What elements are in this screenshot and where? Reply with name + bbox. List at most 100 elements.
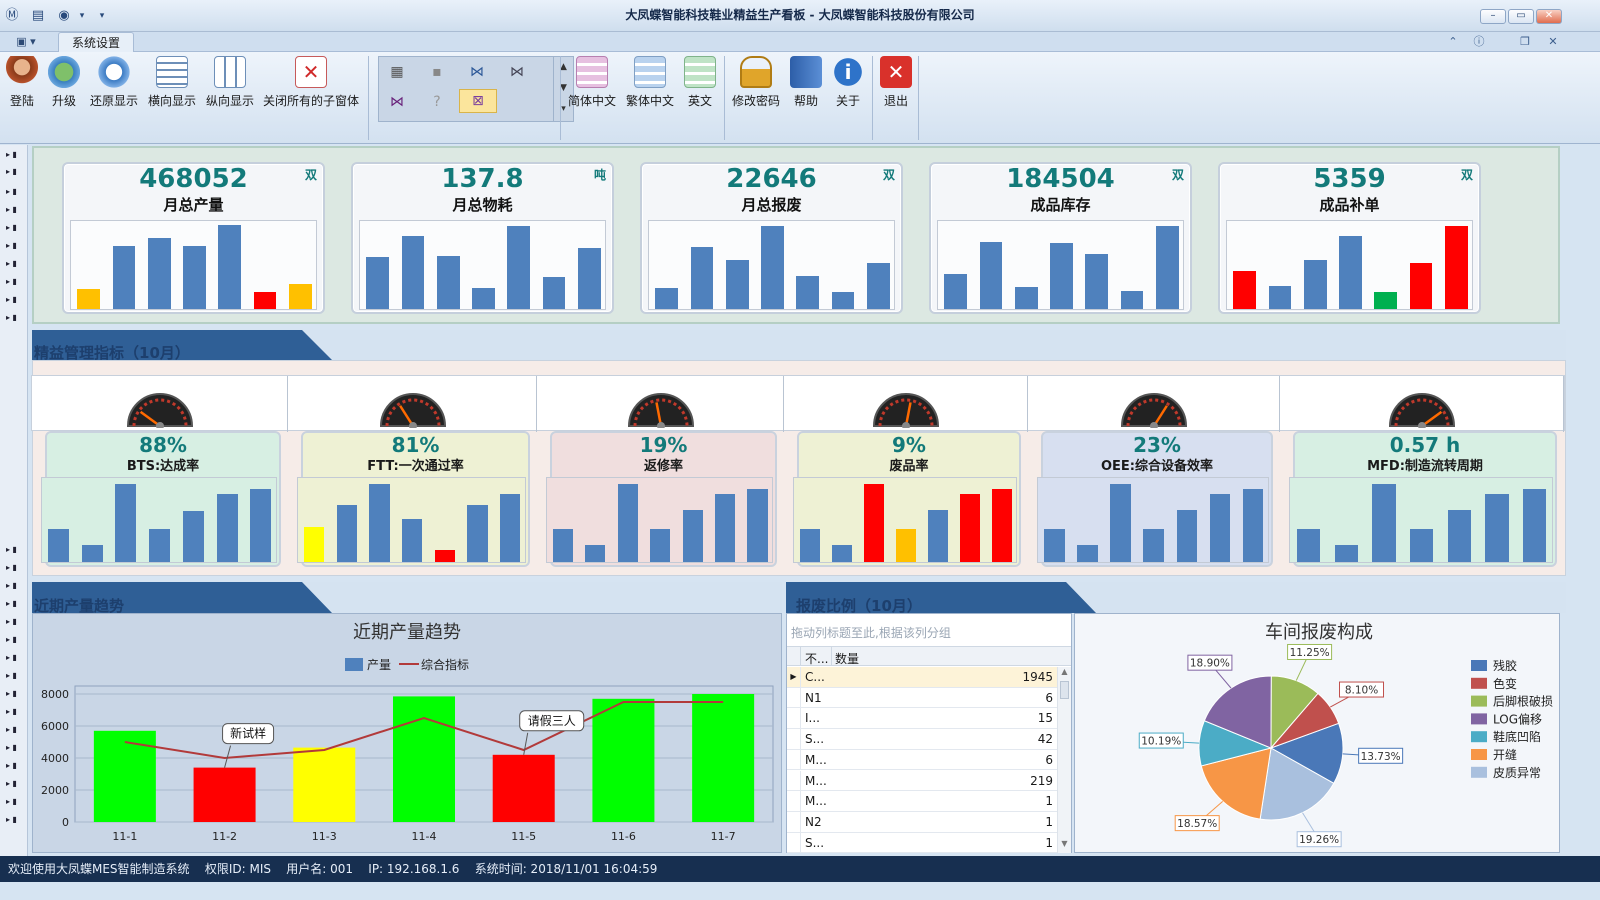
quick-save-icon[interactable]: ▤	[31, 8, 45, 23]
tree-expander-icon[interactable]: ▸ ▮	[6, 187, 17, 196]
kpi-bar	[1445, 225, 1468, 309]
grid-row[interactable]: M... 219	[787, 770, 1071, 792]
grid-row[interactable]: M... 1	[787, 791, 1071, 812]
lean-kpi-card[interactable]: 19% 返修率	[546, 431, 777, 567]
grid-row[interactable]: I... 15	[787, 708, 1071, 730]
tree-expander-icon[interactable]: ▸ ▮	[6, 743, 17, 752]
collapse-ribbon-icon[interactable]: ⌃	[1448, 35, 1458, 48]
login-button[interactable]: 登陆	[4, 56, 40, 122]
english-button[interactable]: 英文	[682, 56, 718, 122]
kpi-card[interactable]: 184504 成品库存 双	[929, 162, 1192, 314]
close-button[interactable]: ✕	[1536, 9, 1562, 24]
app-menu-icon[interactable]: ▣ ▾	[16, 35, 36, 48]
horizontal-view-button[interactable]: 横向显示	[146, 56, 198, 122]
simplified-chinese-button[interactable]: 简体中文	[566, 56, 618, 122]
maximize-button[interactable]: ▭	[1508, 9, 1534, 24]
skin-help-icon[interactable]: ?	[433, 94, 441, 110]
skin-grid-icon[interactable]: ▦	[390, 64, 404, 80]
tree-expander-icon[interactable]: ▸ ▮	[6, 150, 17, 159]
minimize-button[interactable]: –	[1480, 9, 1506, 24]
grid-cell-category: M...	[805, 794, 827, 809]
help-book-icon	[790, 56, 822, 88]
exit-button[interactable]: ✕ 退出	[878, 56, 914, 122]
tree-expander-icon[interactable]: ▸ ▮	[6, 797, 17, 806]
skin-vs-blue-icon[interactable]: ⋈	[470, 64, 484, 80]
skin-vs-dark-icon[interactable]: ⋈	[510, 64, 524, 80]
lean-kpi-card[interactable]: 81% FTT:一次通过率	[297, 431, 530, 567]
help-button[interactable]: 帮助	[790, 56, 822, 122]
kpi-card[interactable]: 22646 月总报废 双	[640, 162, 903, 314]
tree-expander-icon[interactable]: ▸ ▮	[6, 295, 17, 304]
info-icon[interactable]: ⓘ	[1473, 35, 1485, 48]
tree-expander-icon[interactable]: ▸ ▮	[6, 707, 17, 716]
kpi-bar	[1233, 271, 1256, 309]
tree-expander-icon[interactable]: ▸ ▮	[6, 205, 17, 214]
tree-expander-icon[interactable]: ▸ ▮	[6, 167, 17, 176]
customize-qat-icon[interactable]: ▾	[99, 11, 105, 21]
tree-expander-icon[interactable]: ▸ ▮	[6, 277, 17, 286]
tree-expander-icon[interactable]: ▸ ▮	[6, 815, 17, 824]
upgrade-button[interactable]: 升级	[46, 56, 82, 122]
grid-row[interactable]: S... 1	[787, 832, 1071, 854]
lean-bar	[617, 484, 638, 562]
tree-expander-icon[interactable]: ▸ ▮	[6, 725, 17, 734]
tree-expander-icon[interactable]: ▸ ▮	[6, 599, 17, 608]
tree-expander-icon[interactable]: ▸ ▮	[6, 617, 17, 626]
grid-col-category[interactable]: 不...	[805, 652, 829, 666]
kpi-bar	[253, 292, 277, 309]
tree-expander-icon[interactable]: ▸ ▮	[6, 223, 17, 232]
restore-view-button[interactable]: 还原显示	[88, 56, 140, 122]
change-password-button[interactable]: 修改密码	[730, 56, 782, 122]
tab-system-settings[interactable]: 系统设置	[58, 32, 134, 53]
grid-col-quantity[interactable]: 数量	[835, 652, 860, 666]
scroll-up-icon[interactable]: ▲	[1061, 667, 1068, 676]
grid-row[interactable]: N1 6	[787, 687, 1071, 709]
kpi-label: 月总物耗	[452, 196, 513, 214]
status-user: 用户名: 001	[286, 862, 354, 876]
skin-grey-icon[interactable]: ▪	[432, 64, 442, 80]
restore-child-icon[interactable]: ❐	[1520, 35, 1530, 48]
tree-expander-icon[interactable]: ▸ ▮	[6, 653, 17, 662]
tree-expander-icon[interactable]: ▸ ▮	[6, 689, 17, 698]
skin-selected-icon[interactable]: ⊠	[459, 89, 497, 113]
close-all-children-button[interactable]: ✕ 关闭所有的子窗体	[262, 56, 360, 122]
close-child-icon[interactable]: ✕	[1548, 35, 1558, 48]
grid-row[interactable]: M... 6	[787, 749, 1071, 771]
tree-expander-icon[interactable]: ▸ ▮	[6, 259, 17, 268]
tree-expander-icon[interactable]: ▸ ▮	[6, 581, 17, 590]
status-time: 系统时间: 2018/11/01 16:04:59	[474, 862, 658, 876]
tree-expander-icon[interactable]: ▸ ▮	[6, 563, 17, 572]
row-indicator	[787, 729, 801, 750]
grid-row[interactable]: N2 1	[787, 811, 1071, 833]
tree-expander-icon[interactable]: ▸ ▮	[6, 313, 17, 322]
skin-gallery[interactable]: ▦ ▪ ⋈ ⋈ ⋈ ? ⊠ ▲ ▼ ▾	[378, 56, 574, 122]
about-button[interactable]: i 关于	[832, 56, 864, 122]
tree-expander-icon[interactable]: ▸ ▮	[6, 779, 17, 788]
grid-scrollbar[interactable]: ▲ ▼	[1057, 667, 1071, 853]
lean-kpi-card[interactable]: 23% OEE:综合设备效率	[1037, 431, 1273, 567]
y-tick-label: 4000	[41, 752, 69, 765]
tree-expander-icon[interactable]: ▸ ▮	[6, 545, 17, 554]
lean-kpi-card[interactable]: 88% BTS:达成率	[41, 431, 281, 567]
vertical-view-button[interactable]: 纵向显示	[204, 56, 256, 122]
tree-expander-icon[interactable]: ▸ ▮	[6, 241, 17, 250]
tree-expander-icon[interactable]: ▸ ▮	[6, 635, 17, 644]
lean-kpi-card[interactable]: 9% 废品率	[793, 431, 1021, 567]
kpi-card[interactable]: 5359 成品补单 双	[1218, 162, 1481, 314]
chevron-down-icon[interactable]: ▾	[79, 11, 85, 21]
row-indicator	[787, 749, 801, 770]
tree-expander-icon[interactable]: ▸ ▮	[6, 671, 17, 680]
grid-row[interactable]: ▶ C... 1945	[787, 667, 1071, 688]
scroll-thumb[interactable]	[1060, 681, 1069, 699]
speedometer-gauge-icon	[1120, 393, 1188, 428]
kpi-card[interactable]: 137.8 月总物耗 吨	[351, 162, 614, 314]
grid-row[interactable]: S... 42	[787, 729, 1071, 750]
lean-kpi-card[interactable]: 0.57 h MFD:制造流转周期	[1289, 431, 1557, 567]
tree-expander-icon[interactable]: ▸ ▮	[6, 761, 17, 770]
scroll-down-icon[interactable]: ▼	[1061, 839, 1068, 848]
gallery-scroll[interactable]: ▲ ▼ ▾	[553, 57, 573, 121]
skin-vs-purple-icon[interactable]: ⋈	[390, 94, 404, 110]
kpi-card[interactable]: 468052 月总产量 双	[62, 162, 325, 314]
globe-icon[interactable]: ◉	[58, 8, 70, 23]
traditional-chinese-button[interactable]: 繁体中文	[624, 56, 676, 122]
